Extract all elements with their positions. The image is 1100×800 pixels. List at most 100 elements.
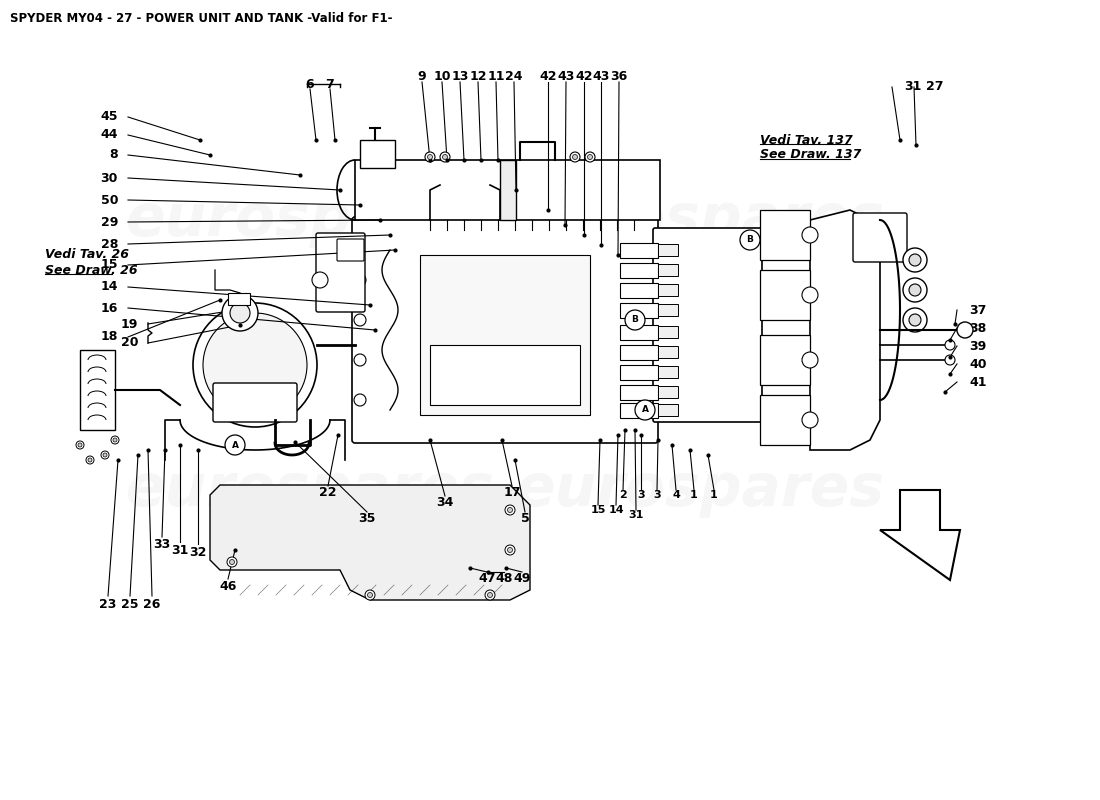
Circle shape — [230, 303, 250, 323]
Text: 46: 46 — [219, 581, 236, 594]
Text: 9: 9 — [418, 70, 427, 83]
Text: 4: 4 — [672, 490, 680, 500]
Text: 15: 15 — [591, 505, 606, 515]
Bar — [620, 403, 658, 418]
Circle shape — [802, 287, 818, 303]
Text: Vedi Tav. 137: Vedi Tav. 137 — [760, 134, 852, 146]
Polygon shape — [810, 210, 880, 450]
Bar — [760, 395, 810, 445]
Text: 37: 37 — [969, 303, 987, 317]
Text: 35: 35 — [359, 511, 376, 525]
Circle shape — [442, 154, 448, 159]
Circle shape — [909, 314, 921, 326]
Text: 1: 1 — [711, 490, 718, 500]
Text: Vedi Tav. 26: Vedi Tav. 26 — [45, 249, 129, 262]
Text: 32: 32 — [189, 546, 207, 558]
Bar — [760, 270, 810, 320]
Bar — [620, 303, 658, 318]
Circle shape — [365, 590, 375, 600]
Text: 47: 47 — [478, 571, 496, 585]
Bar — [620, 365, 658, 380]
Circle shape — [101, 451, 109, 459]
Circle shape — [226, 435, 245, 455]
Circle shape — [587, 154, 593, 159]
Bar — [420, 255, 590, 415]
FancyBboxPatch shape — [337, 239, 364, 261]
Circle shape — [625, 310, 645, 330]
Circle shape — [230, 559, 234, 565]
Text: 48: 48 — [495, 571, 513, 585]
Text: 22: 22 — [319, 486, 337, 498]
Text: 15: 15 — [100, 258, 118, 271]
Bar — [620, 243, 658, 258]
Circle shape — [113, 438, 117, 442]
Text: 36: 36 — [610, 70, 628, 83]
Circle shape — [909, 284, 921, 296]
Text: 3: 3 — [637, 490, 645, 500]
Text: eurospares: eurospares — [516, 462, 884, 518]
Circle shape — [111, 436, 119, 444]
Circle shape — [957, 322, 974, 338]
Circle shape — [487, 593, 493, 598]
Text: 45: 45 — [100, 110, 118, 123]
Bar — [620, 385, 658, 400]
Circle shape — [570, 152, 580, 162]
Circle shape — [428, 154, 432, 159]
Bar — [658, 366, 678, 378]
Circle shape — [425, 152, 435, 162]
Text: 25: 25 — [121, 598, 139, 610]
Circle shape — [222, 295, 258, 331]
Text: See Draw. 137: See Draw. 137 — [760, 149, 861, 162]
Text: 18: 18 — [100, 330, 118, 343]
Bar — [620, 345, 658, 360]
Bar — [228, 293, 250, 305]
Circle shape — [802, 227, 818, 243]
Circle shape — [802, 412, 818, 428]
Text: 11: 11 — [487, 70, 505, 83]
Text: 23: 23 — [99, 598, 117, 610]
Bar — [360, 140, 395, 168]
Circle shape — [354, 314, 366, 326]
Bar — [658, 404, 678, 416]
FancyBboxPatch shape — [213, 383, 297, 422]
Circle shape — [103, 453, 107, 457]
Bar — [760, 210, 810, 260]
Text: 12: 12 — [470, 70, 486, 83]
Text: 1: 1 — [690, 490, 697, 500]
Text: 34: 34 — [437, 495, 453, 509]
Bar — [499, 160, 516, 220]
Bar — [430, 345, 580, 405]
Text: 19: 19 — [121, 318, 138, 330]
Text: 41: 41 — [969, 375, 987, 389]
Circle shape — [192, 303, 317, 427]
Text: 14: 14 — [100, 281, 118, 294]
Circle shape — [367, 593, 373, 598]
Text: 31: 31 — [172, 543, 189, 557]
Text: 33: 33 — [153, 538, 170, 551]
Text: 17: 17 — [504, 486, 520, 498]
Text: 50: 50 — [100, 194, 118, 206]
Bar — [658, 264, 678, 276]
Circle shape — [802, 352, 818, 368]
Text: 49: 49 — [514, 571, 530, 585]
Circle shape — [485, 590, 495, 600]
Text: 8: 8 — [109, 149, 118, 162]
Text: 38: 38 — [969, 322, 987, 334]
Text: 31: 31 — [904, 81, 922, 94]
Bar — [355, 160, 660, 220]
Text: 3: 3 — [653, 490, 661, 500]
Bar — [658, 304, 678, 316]
FancyBboxPatch shape — [352, 217, 658, 443]
Circle shape — [354, 394, 366, 406]
Bar — [658, 326, 678, 338]
Circle shape — [909, 254, 921, 266]
Text: 24: 24 — [505, 70, 522, 83]
Text: 28: 28 — [100, 238, 118, 250]
Bar — [658, 346, 678, 358]
FancyBboxPatch shape — [852, 213, 907, 262]
Bar — [760, 335, 810, 385]
Bar — [658, 386, 678, 398]
Text: 44: 44 — [100, 129, 118, 142]
FancyBboxPatch shape — [316, 233, 365, 312]
Text: 39: 39 — [969, 339, 987, 353]
